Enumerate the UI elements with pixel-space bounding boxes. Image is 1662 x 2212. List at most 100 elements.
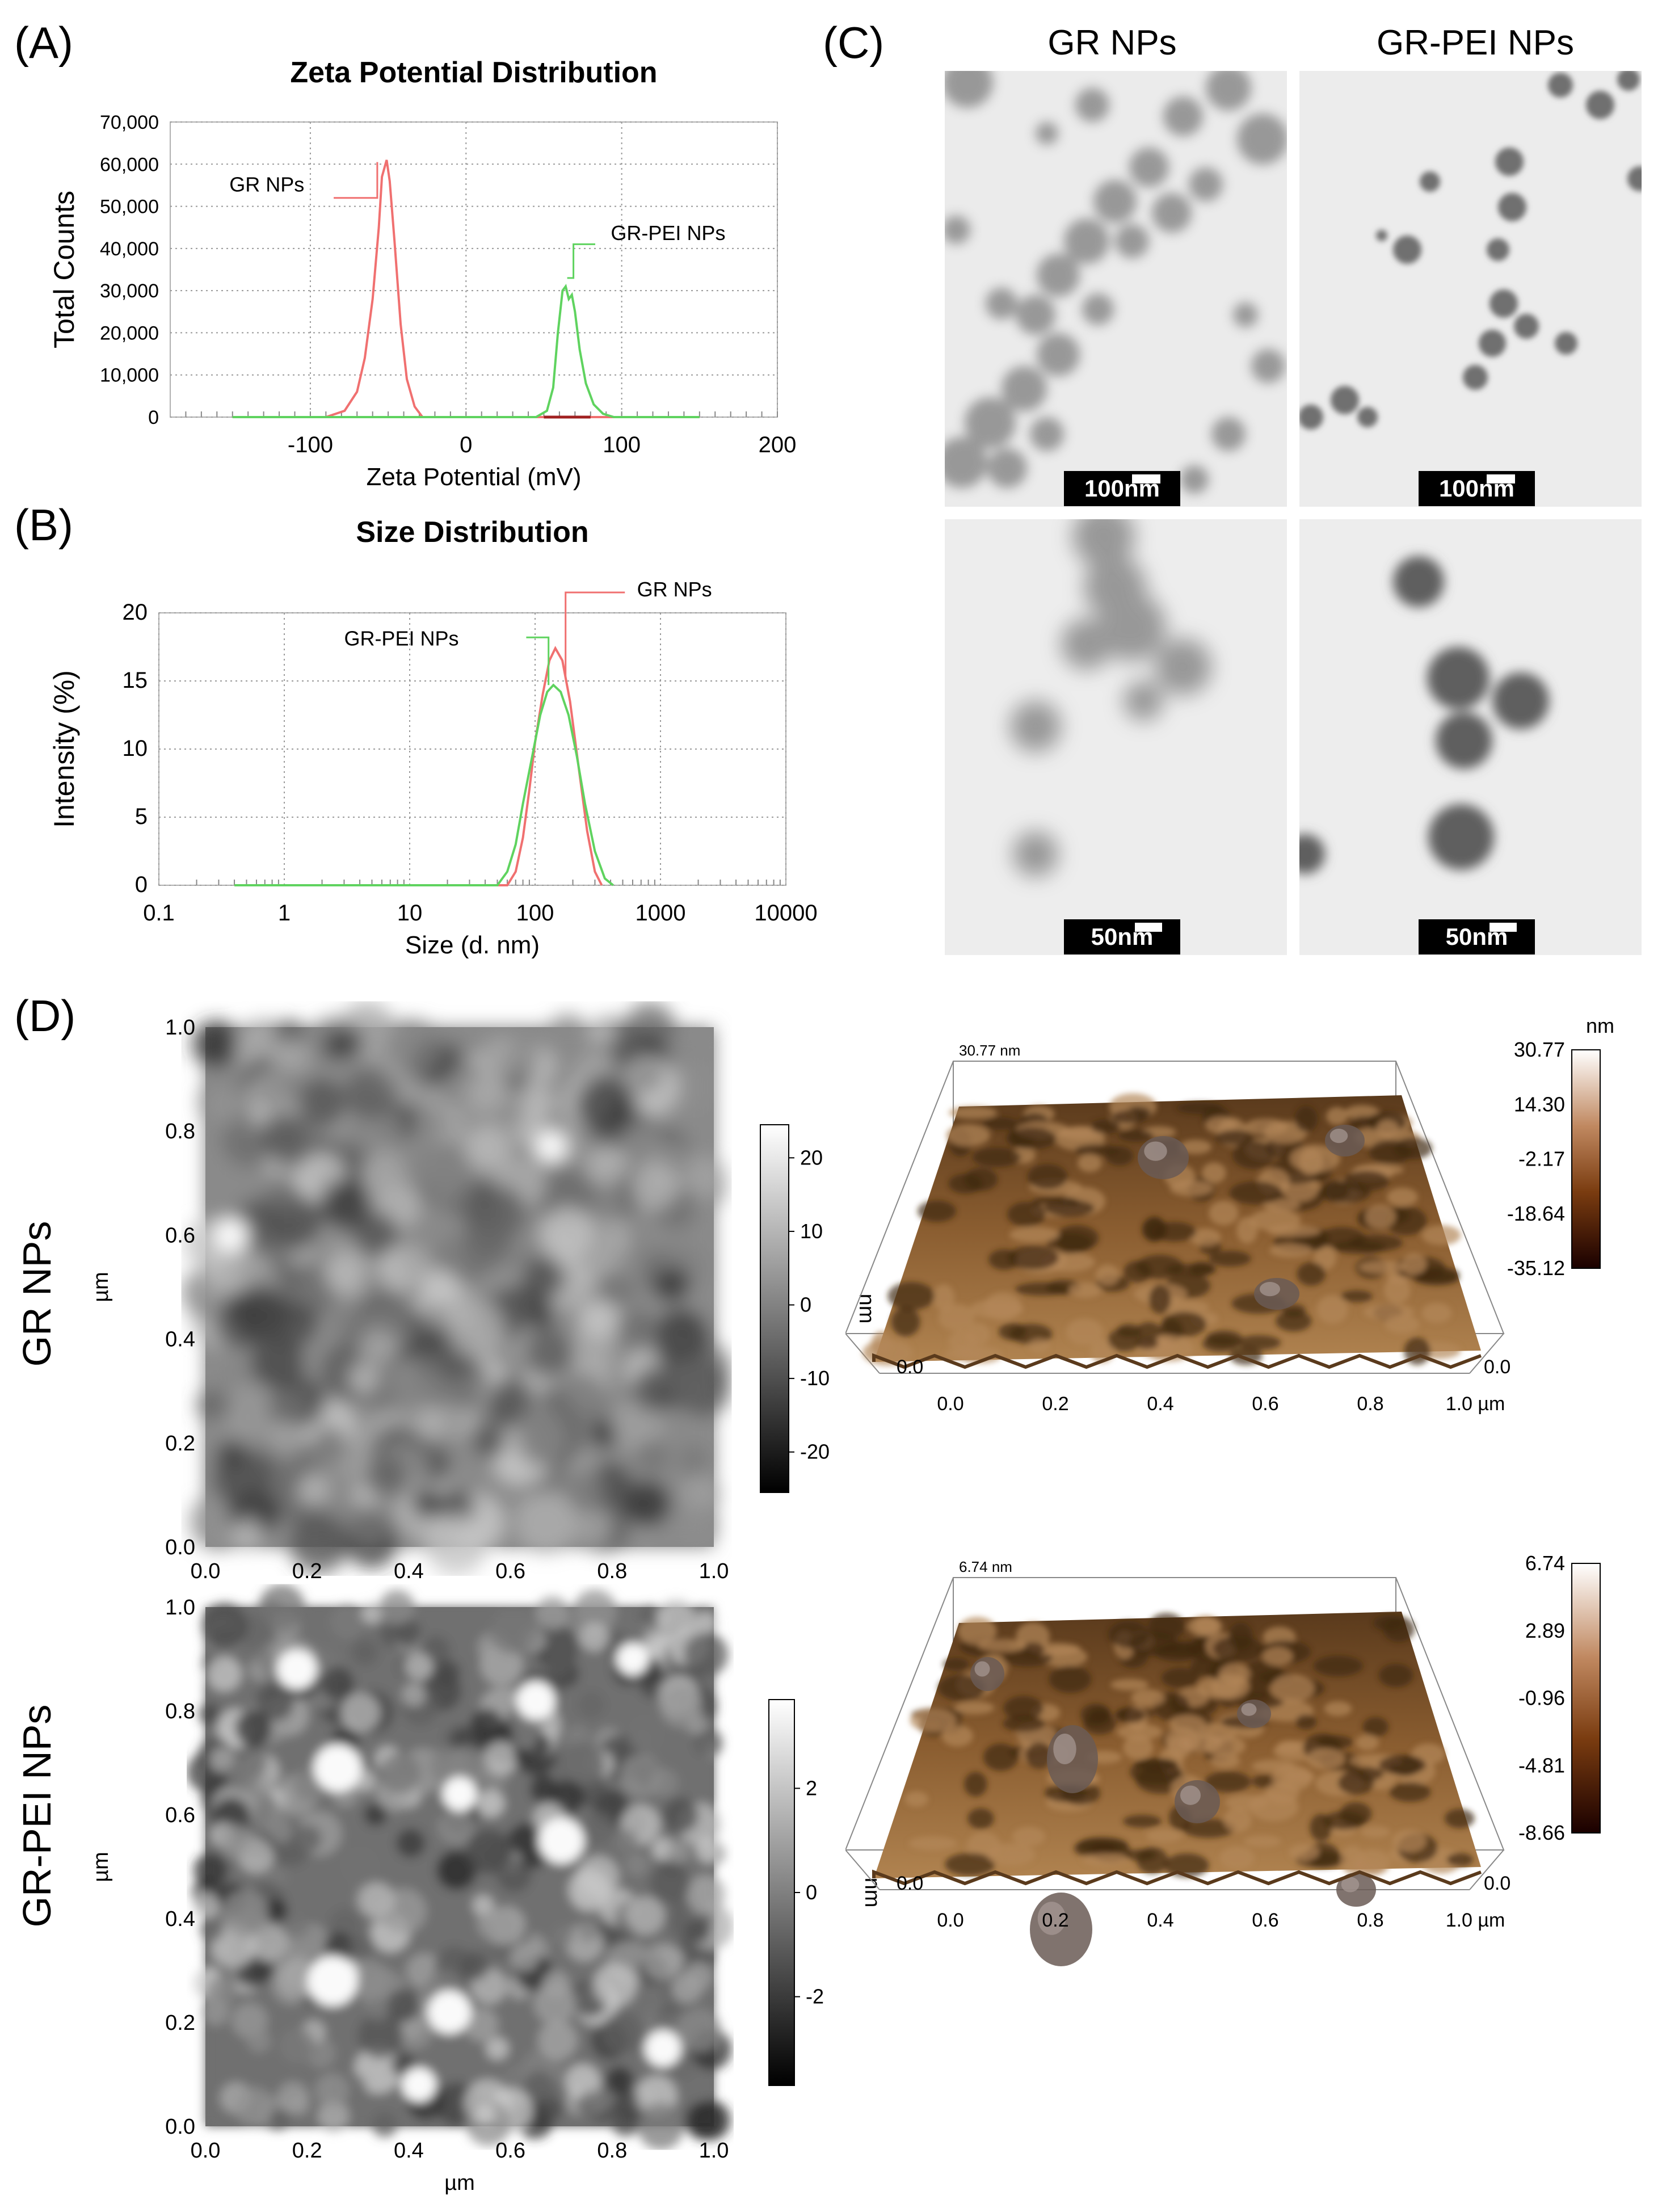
colorbar-3d-label: 6.74 xyxy=(1525,1551,1565,1575)
afm-grain xyxy=(264,1175,299,1210)
chart-title: Size Distribution xyxy=(356,516,588,549)
afm-grain xyxy=(318,2100,350,2132)
y-tick-label: 15 xyxy=(123,668,148,693)
surface-bump xyxy=(1111,1109,1147,1124)
surface-bump xyxy=(1027,1164,1068,1190)
afm-grain xyxy=(520,1086,555,1120)
y-tick-label: 10,000 xyxy=(100,365,159,386)
afm-grain xyxy=(694,1612,718,1635)
colorbar-label: -2 xyxy=(806,1985,824,2008)
afm-y-tick: 0.2 xyxy=(165,1432,195,1456)
afm-y-tick: 0.6 xyxy=(165,1223,195,1247)
afm-grain xyxy=(666,1840,690,1865)
surface-bump xyxy=(1322,1180,1349,1201)
surface-bump xyxy=(1205,1116,1237,1134)
x-axis-3d-tick: 0.2 xyxy=(1042,1910,1068,1931)
afm-grain xyxy=(354,2046,402,2094)
afm-x-tick: 0.4 xyxy=(394,1559,424,1583)
afm-grain xyxy=(247,2029,271,2053)
surface-bump xyxy=(1025,1742,1054,1769)
surface-bump xyxy=(1198,1722,1237,1743)
x-tick-label: 1000 xyxy=(636,901,686,926)
surface-peak-highlight xyxy=(1329,1129,1348,1143)
afm-grain xyxy=(378,1752,420,1794)
surface-bump xyxy=(918,1200,956,1222)
gr-annotation-line xyxy=(334,162,378,199)
surface-bump xyxy=(1387,1187,1418,1206)
afm-grain xyxy=(679,1475,719,1515)
surface-bump xyxy=(1389,1782,1431,1802)
afm-grain xyxy=(593,1963,637,2007)
surface-bump xyxy=(987,1843,1036,1866)
surface-bump xyxy=(1444,1809,1475,1828)
x-axis-3d-tick: 0.0 xyxy=(937,1910,963,1931)
surface-bump xyxy=(1182,1819,1235,1838)
x-axis-3d-tick: 0.2 xyxy=(1042,1393,1068,1415)
scalebar-pei-100: 100nm xyxy=(1419,471,1535,506)
afm-grain xyxy=(524,1258,565,1299)
afm-grain xyxy=(631,1162,679,1210)
afm-grain xyxy=(196,1389,229,1422)
surface-bump xyxy=(1276,1310,1312,1332)
surface-bump xyxy=(1118,1129,1154,1142)
surface-bump xyxy=(1066,1318,1103,1345)
colorbar-label: 0 xyxy=(806,1881,817,1904)
surface-bump xyxy=(1090,1339,1114,1363)
afm-grain xyxy=(595,1219,633,1258)
afm-grain xyxy=(218,1382,275,1439)
surface-bump xyxy=(908,1836,957,1851)
afm-grain xyxy=(325,1252,368,1295)
afm-x-tick: 0.0 xyxy=(191,2139,221,2163)
afm-grain xyxy=(587,1146,628,1187)
afm-grain xyxy=(384,1372,419,1407)
x-axis-3d-tick: 0.8 xyxy=(1357,1393,1383,1415)
afm-grain xyxy=(611,1400,663,1452)
surface-peak-highlight xyxy=(1341,1877,1360,1893)
surface-bump xyxy=(1003,1715,1046,1732)
surface-bump xyxy=(1105,1146,1134,1166)
surface-edge xyxy=(872,1869,1482,1886)
afm-grain xyxy=(460,1951,489,1981)
afm-grain xyxy=(321,1666,354,1700)
afm-grain xyxy=(510,1942,540,1972)
pei-annotation-label: GR-PEI NPs xyxy=(611,221,725,245)
afm-grain xyxy=(684,1632,729,1677)
afm-y-tick: 0.6 xyxy=(165,1803,195,1827)
surface-bump xyxy=(1219,1846,1255,1870)
afm-grain xyxy=(568,1869,611,1911)
surface-bump xyxy=(1215,1130,1255,1145)
tem-header-pei: GR-PEI NPs xyxy=(1377,23,1574,62)
afm-grain xyxy=(289,1513,350,1574)
afm-grain xyxy=(578,1300,620,1342)
surface-bump xyxy=(1378,1663,1413,1688)
afm-grain xyxy=(209,1747,235,1772)
x-axis-3d-tick: 0.8 xyxy=(1357,1910,1383,1931)
surface-bump xyxy=(1190,1656,1228,1677)
x-axis-3d-tick: 0.4 xyxy=(1147,1910,1173,1931)
surface-bump xyxy=(1009,1226,1060,1243)
afm-grain xyxy=(578,1920,600,1942)
surface-bump xyxy=(1180,1139,1212,1154)
plot-frame xyxy=(170,121,778,418)
surface-bump xyxy=(1236,1335,1281,1350)
surface-bump xyxy=(1190,1228,1221,1246)
colorbar xyxy=(768,1699,795,2086)
afm-grain xyxy=(324,1932,355,1962)
afm-grain xyxy=(542,1970,570,1997)
afm-grain xyxy=(600,1273,636,1309)
y-tick-label: 20,000 xyxy=(100,322,159,344)
afm-grain xyxy=(340,1693,380,1732)
afm-grain xyxy=(569,1260,599,1291)
surface-bump xyxy=(1318,1226,1366,1249)
surface-bump xyxy=(1413,1271,1459,1286)
afm-grain xyxy=(277,1958,318,2000)
afm-grain xyxy=(296,1078,347,1129)
x-tick-label: 1 xyxy=(278,901,291,926)
afm-grain xyxy=(234,2087,274,2127)
afm-bright-grain xyxy=(538,1818,584,1864)
afm-grain xyxy=(364,1802,388,1826)
afm-grain xyxy=(268,1422,304,1457)
afm-grain xyxy=(232,1518,264,1550)
afm-grain xyxy=(616,1308,654,1345)
afm-grain xyxy=(213,1448,274,1509)
